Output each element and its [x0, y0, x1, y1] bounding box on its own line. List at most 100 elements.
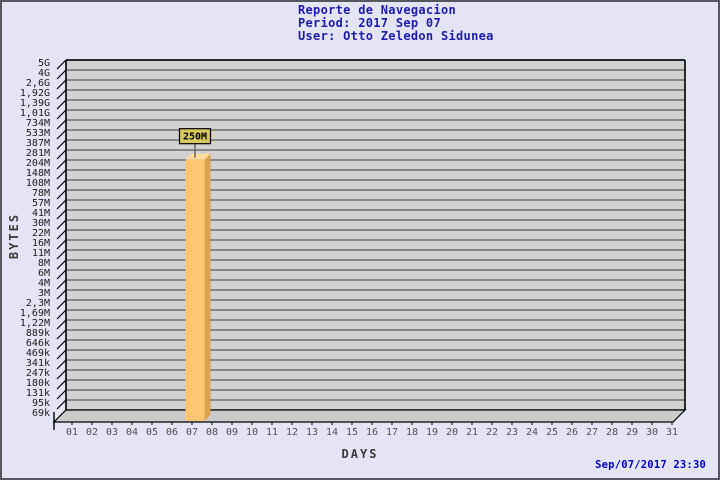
y-axis-title: BYTES: [7, 212, 21, 260]
y-tick-label: 57M: [32, 198, 50, 209]
y-tick-label: 95k: [32, 398, 50, 409]
y-tick: [56, 169, 67, 180]
y-tick-label: 5G: [38, 58, 50, 69]
y-tick: [56, 389, 67, 400]
x-tick-label: 23: [506, 427, 518, 438]
y-tick-label: 1,01G: [20, 108, 50, 119]
x-tick-label: 28: [606, 427, 618, 438]
x-tick-label: 02: [86, 427, 98, 438]
x-tick-label: 15: [346, 427, 358, 438]
x-tick-label: 26: [566, 427, 578, 438]
y-tick-label: 469k: [26, 348, 50, 359]
x-tick-label: 14: [326, 427, 338, 438]
y-tick-label: 180k: [26, 378, 50, 389]
x-tick-label: 29: [626, 427, 638, 438]
x-tick-label: 25: [546, 427, 558, 438]
y-tick-label: 16M: [32, 238, 50, 249]
y-tick-label: 8M: [38, 258, 50, 269]
y-tick-label: 734M: [26, 118, 50, 129]
y-tick: [56, 179, 67, 190]
y-tick-label: 4M: [38, 278, 50, 289]
bar-front-face: [185, 159, 205, 421]
y-tick: [56, 309, 67, 320]
y-tick-label: 1,92G: [20, 88, 50, 99]
x-tick-label: 07: [186, 427, 198, 438]
bar-value-label: 250M: [183, 132, 207, 143]
y-tick: [56, 199, 67, 210]
y-tick-label: 148M: [26, 168, 50, 179]
y-tick-label: 22M: [32, 228, 50, 239]
y-tick-label: 387M: [26, 138, 50, 149]
x-tick-label: 06: [166, 427, 178, 438]
y-tick-label: 131k: [26, 388, 50, 399]
y-tick: [56, 269, 67, 280]
y-tick: [56, 139, 67, 150]
x-tick-label: 13: [306, 427, 318, 438]
y-tick-label: 41M: [32, 208, 50, 219]
y-tick: [56, 289, 67, 300]
y-tick-label: 533M: [26, 128, 50, 139]
y-tick: [56, 369, 67, 380]
y-tick: [56, 299, 67, 310]
x-tick-label: 16: [366, 427, 378, 438]
y-tick: [56, 249, 67, 260]
y-tick-label: 108M: [26, 178, 50, 189]
y-tick-label: 69k: [32, 408, 50, 419]
x-tick-label: 09: [226, 427, 238, 438]
y-tick: [56, 59, 67, 70]
report-header: Reporte de Navegacion Period: 2017 Sep 0…: [298, 4, 494, 43]
plot-floor: [52, 409, 687, 423]
y-tick: [56, 379, 67, 390]
y-tick: [56, 129, 67, 140]
y-tick: [56, 349, 67, 360]
y-tick: [56, 319, 67, 330]
y-tick-label: 2,3M: [26, 298, 50, 309]
y-tick-label: 247k: [26, 368, 50, 379]
report-period: Period: 2017 Sep 07: [298, 16, 441, 30]
x-tick-label: 19: [426, 427, 438, 438]
y-tick-label: 6M: [38, 268, 50, 279]
y-tick-label: 30M: [32, 218, 50, 229]
y-tick-label: 2,6G: [26, 78, 50, 89]
x-tick-label: 10: [246, 427, 258, 438]
y-tick: [56, 189, 67, 200]
y-tick: [56, 159, 67, 170]
y-tick: [56, 339, 67, 350]
y-tick: [56, 219, 67, 230]
x-tick-label: 12: [286, 427, 298, 438]
y-tick-label: 889k: [26, 328, 50, 339]
x-tick-label: 17: [386, 427, 398, 438]
y-tick-label: 1,69M: [20, 308, 50, 319]
y-tick: [56, 149, 67, 160]
x-tick-label: 31: [666, 427, 678, 438]
y-tick: [56, 329, 67, 340]
y-tick-label: 3M: [38, 288, 50, 299]
y-tick-label: 4G: [38, 68, 50, 79]
x-tick-label: 24: [526, 427, 538, 438]
bar-top-face: [185, 153, 211, 160]
y-tick-label: 1,39G: [20, 98, 50, 109]
x-tick-label: 30: [646, 427, 658, 438]
x-tick-label: 05: [146, 427, 158, 438]
y-tick-label: 204M: [26, 158, 50, 169]
y-tick: [56, 399, 67, 410]
report-title: Reporte de Navegacion: [298, 3, 457, 17]
x-tick-label: 08: [206, 427, 218, 438]
x-tick-label: 21: [466, 427, 478, 438]
y-tick-label: 281M: [26, 148, 50, 159]
y-tick: [56, 209, 67, 220]
x-tick-label: 11: [266, 427, 278, 438]
x-tick-label: 03: [106, 427, 118, 438]
x-tick-label: 04: [126, 427, 138, 438]
y-tick: [56, 259, 67, 270]
y-tick-label: 646k: [26, 338, 50, 349]
x-tick-label: 01: [66, 427, 78, 438]
y-tick-label: 341k: [26, 358, 50, 369]
x-tick-label: 27: [586, 427, 598, 438]
y-tick-label: 78M: [32, 188, 50, 199]
y-tick: [56, 239, 67, 250]
x-axis-title: DAYS: [341, 447, 379, 461]
y-tick: [56, 109, 67, 120]
